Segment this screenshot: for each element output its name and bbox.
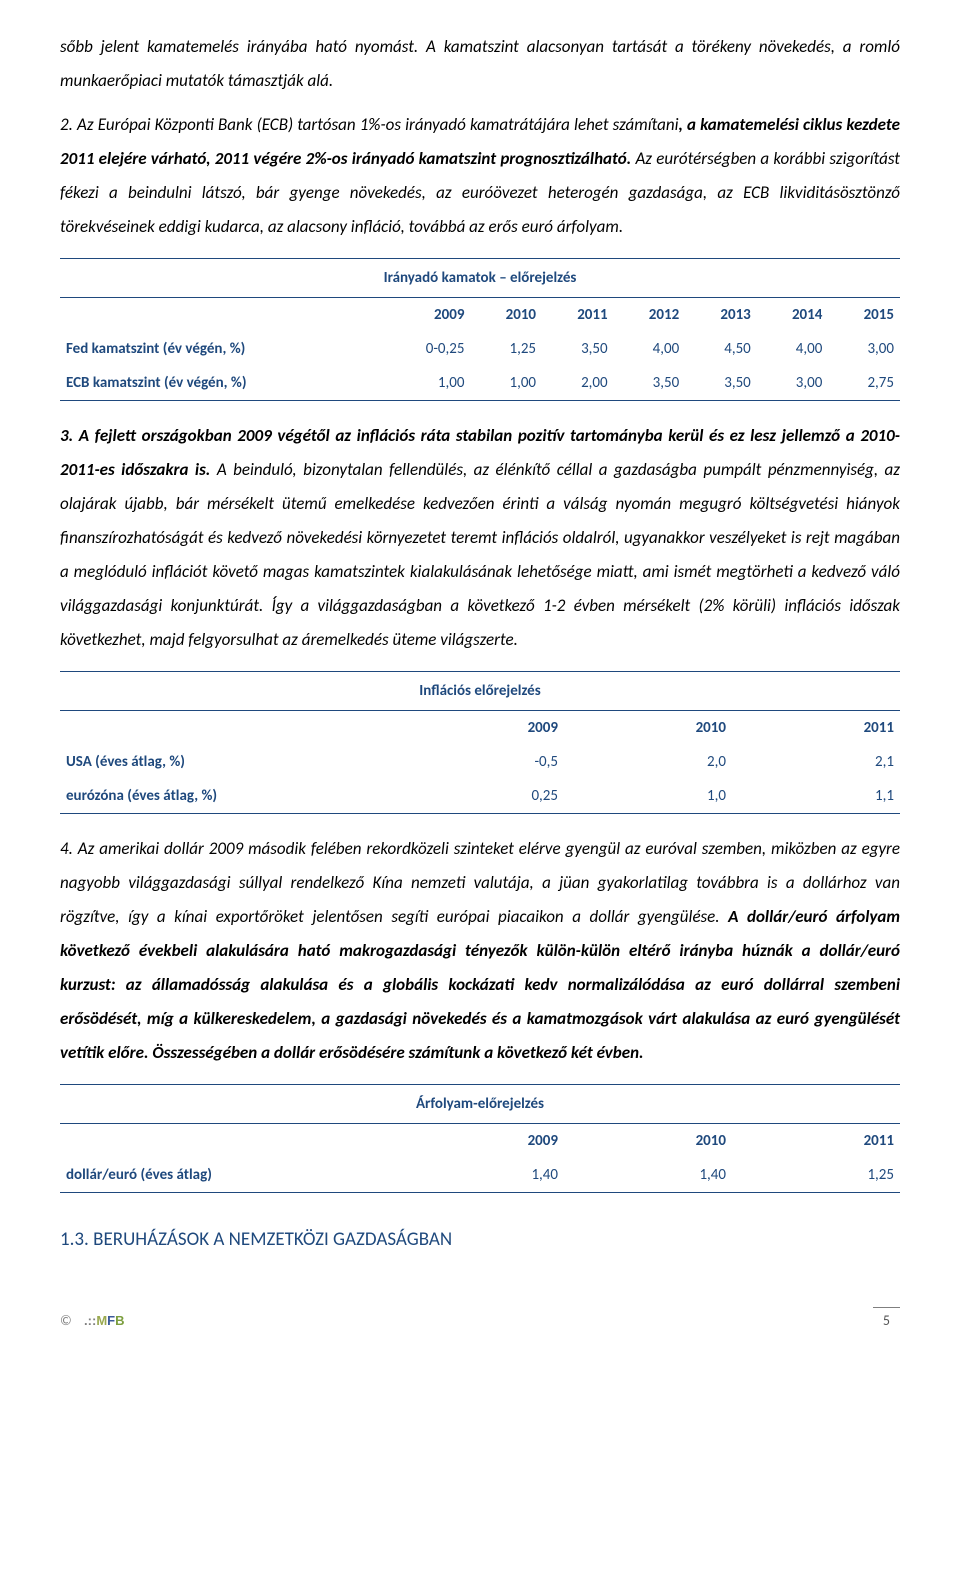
table3-header-row: 2009 2010 2011 bbox=[60, 1124, 900, 1159]
table1-header-row: 2009 2010 2011 2012 2013 2014 2015 bbox=[60, 298, 900, 333]
t1r1c7: 2,75 bbox=[828, 366, 900, 401]
t1-h4: 2012 bbox=[614, 298, 686, 333]
paragraph-1: sőbb jelent kamatemelés irányába ható ny… bbox=[60, 30, 900, 98]
table-arfolyam: Árfolyam-előrejelzés 2009 2010 2011 doll… bbox=[60, 1084, 900, 1193]
t2-h3: 2011 bbox=[732, 711, 900, 746]
t2r0c1: -0,5 bbox=[396, 745, 564, 779]
t3r0c3: 1,25 bbox=[732, 1158, 900, 1193]
table-row: USA (éves átlag, %) -0,5 2,0 2,1 bbox=[60, 745, 900, 779]
logo-f: F bbox=[107, 1313, 115, 1328]
table-kamatok: Irányadó kamatok – előrejelzés 2009 2010… bbox=[60, 258, 900, 401]
t1r1c2: 1,00 bbox=[470, 366, 542, 401]
t1r0c5: 4,50 bbox=[685, 332, 757, 366]
t2r1c1: 0,25 bbox=[396, 779, 564, 814]
table-row: ECB kamatszint (év végén, %) 1,00 1,00 2… bbox=[60, 366, 900, 401]
t1r0c6: 4,00 bbox=[757, 332, 829, 366]
t2r1c2: 1,0 bbox=[564, 779, 732, 814]
t2-h1: 2009 bbox=[396, 711, 564, 746]
t2r0c0: USA (éves átlag, %) bbox=[60, 745, 396, 779]
table2-title: Inflációs előrejelzés bbox=[60, 672, 900, 711]
page-number: 5 bbox=[873, 1307, 900, 1329]
t3-h0 bbox=[60, 1124, 396, 1159]
paragraph-3: 3. A fejlett országokban 2009 végétől az… bbox=[60, 419, 900, 657]
footer-left: © .::MFB bbox=[60, 1312, 125, 1329]
page-footer: © .::MFB 5 bbox=[0, 1297, 960, 1349]
para4-t2: A dollár/euró árfolyam következő évekbel… bbox=[60, 906, 900, 1063]
t1r0c3: 3,50 bbox=[542, 332, 614, 366]
t1r1c1: 1,00 bbox=[385, 366, 471, 401]
t2-h0 bbox=[60, 711, 396, 746]
section-heading: 1.3. BERUHÁZÁSOK A NEMZETKÖZI GAZDASÁGBA… bbox=[60, 1221, 900, 1259]
t3r0c0: dollár/euró (éves átlag) bbox=[60, 1158, 396, 1193]
table-row: eurózóna (éves átlag, %) 0,25 1,0 1,1 bbox=[60, 779, 900, 814]
t1-h7: 2015 bbox=[828, 298, 900, 333]
t3r0c1: 1,40 bbox=[396, 1158, 564, 1193]
page-body: sőbb jelent kamatemelés irányába ható ny… bbox=[0, 0, 960, 1297]
t1-h0 bbox=[60, 298, 385, 333]
t1-h2: 2010 bbox=[470, 298, 542, 333]
paragraph-2: 2. Az Európai Központi Bank (ECB) tartós… bbox=[60, 108, 900, 244]
t2r0c3: 2,1 bbox=[732, 745, 900, 779]
t3-h1: 2009 bbox=[396, 1124, 564, 1159]
t1r0c4: 4,00 bbox=[614, 332, 686, 366]
logo-b: B bbox=[115, 1313, 124, 1328]
t1r0c1: 0-0,25 bbox=[385, 332, 471, 366]
t1r1c0: ECB kamatszint (év végén, %) bbox=[60, 366, 385, 401]
t1-h6: 2014 bbox=[757, 298, 829, 333]
t3-h2: 2010 bbox=[564, 1124, 732, 1159]
t1r0c2: 1,25 bbox=[470, 332, 542, 366]
table-1: Irányadó kamatok – előrejelzés 2009 2010… bbox=[60, 258, 900, 401]
table1-title: Irányadó kamatok – előrejelzés bbox=[60, 259, 900, 298]
t1r1c3: 2,00 bbox=[542, 366, 614, 401]
table-3: Árfolyam-előrejelzés 2009 2010 2011 doll… bbox=[60, 1084, 900, 1193]
para3-t2: A beinduló, bizonytalan fellendülés, az … bbox=[60, 459, 900, 650]
table3-title: Árfolyam-előrejelzés bbox=[60, 1085, 900, 1124]
t2r1c0: eurózóna (éves átlag, %) bbox=[60, 779, 396, 814]
t2r0c2: 2,0 bbox=[564, 745, 732, 779]
t1r1c6: 3,00 bbox=[757, 366, 829, 401]
t1r0c0: Fed kamatszint (év végén, %) bbox=[60, 332, 385, 366]
para1-t1: sőbb jelent kamatemelés irányába ható ny… bbox=[60, 36, 900, 91]
t1-h1: 2009 bbox=[385, 298, 471, 333]
mfb-logo: .::MFB bbox=[84, 1313, 124, 1328]
t1r1c4: 3,50 bbox=[614, 366, 686, 401]
logo-m: M bbox=[96, 1313, 107, 1328]
t1-h5: 2013 bbox=[685, 298, 757, 333]
t1r0c7: 3,00 bbox=[828, 332, 900, 366]
table-row: dollár/euró (éves átlag) 1,40 1,40 1,25 bbox=[60, 1158, 900, 1193]
para2-t1: 2. Az Európai Központi Bank (ECB) tartós… bbox=[60, 114, 678, 135]
table2-header-row: 2009 2010 2011 bbox=[60, 711, 900, 746]
table-row: Fed kamatszint (év végén, %) 0-0,25 1,25… bbox=[60, 332, 900, 366]
t1-h3: 2011 bbox=[542, 298, 614, 333]
t2r1c3: 1,1 bbox=[732, 779, 900, 814]
copyright-symbol: © bbox=[60, 1312, 72, 1329]
paragraph-4: 4. Az amerikai dollár 2009 második feléb… bbox=[60, 832, 900, 1070]
t1r1c5: 3,50 bbox=[685, 366, 757, 401]
table-2: Inflációs előrejelzés 2009 2010 2011 USA… bbox=[60, 671, 900, 814]
table-inflacio: Inflációs előrejelzés 2009 2010 2011 USA… bbox=[60, 671, 900, 814]
t3-h3: 2011 bbox=[732, 1124, 900, 1159]
t3r0c2: 1,40 bbox=[564, 1158, 732, 1193]
t2-h2: 2010 bbox=[564, 711, 732, 746]
